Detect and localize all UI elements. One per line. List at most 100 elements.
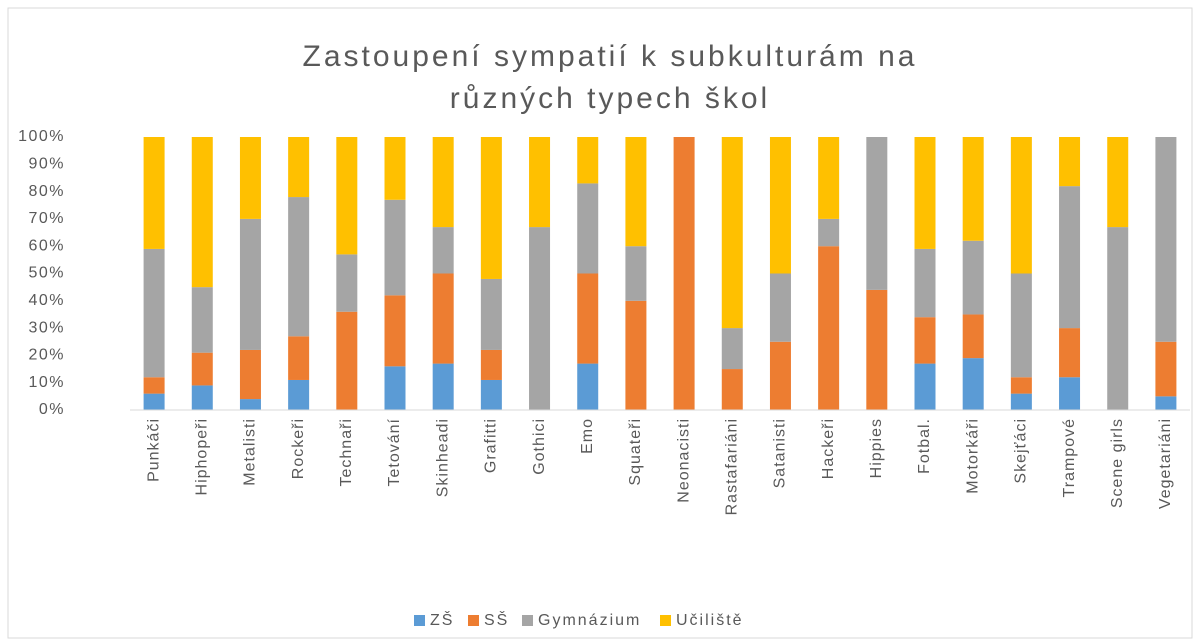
bar-segment (1155, 137, 1177, 342)
bar-segment (432, 227, 454, 274)
bar-segment (721, 328, 743, 370)
bar-segment (914, 137, 936, 249)
bar-segment (1155, 341, 1177, 397)
x-tick-label: Neonacisti (675, 418, 692, 503)
x-tick-label: Hippies (868, 418, 885, 478)
legend-label: Gymnázium (538, 612, 641, 629)
x-tick-label: Grafitti (483, 418, 500, 473)
legend-swatch (522, 615, 533, 626)
bar-segment (769, 341, 791, 410)
bar-segment (432, 363, 454, 410)
chart-title: Zastoupení sympatií k subkulturám na (303, 40, 918, 73)
y-tick-label: 30% (28, 319, 65, 336)
y-tick-label: 10% (28, 374, 65, 391)
bar-segment (962, 314, 984, 359)
x-tick-label: Punkáči (145, 418, 162, 482)
bar-segment (1059, 377, 1081, 410)
bar-segment (625, 137, 647, 247)
x-tick-label: Skejťáci (1013, 418, 1030, 484)
x-tick-label: Motorkáři (964, 418, 981, 494)
bar-segment (818, 218, 840, 247)
bar-segment (866, 289, 888, 410)
bar-segment (288, 379, 310, 410)
bar-segment (143, 393, 165, 410)
x-tick-label: Trampové (1061, 418, 1078, 497)
y-tick-label: 40% (28, 292, 65, 309)
bar-segment (239, 349, 261, 400)
bar-segment (1010, 393, 1032, 410)
bar-segment (239, 218, 261, 350)
bar-segment (577, 273, 599, 364)
x-tick-label: Rastafariáni (723, 418, 740, 515)
y-tick-label: 90% (28, 156, 65, 173)
bar-segment (288, 336, 310, 380)
legend-label: ZŠ (430, 610, 454, 629)
bar-segment (239, 137, 261, 219)
bar-segment (384, 199, 406, 296)
bar-segment (673, 137, 695, 410)
y-tick-label: 80% (28, 183, 65, 200)
y-tick-label: 20% (28, 347, 65, 364)
bar-segment (143, 248, 165, 378)
y-tick-label: 100% (18, 128, 65, 145)
x-tick-label: Vegetariáni (1157, 418, 1174, 509)
bar-segment (962, 240, 984, 315)
bar-segment (721, 369, 743, 410)
bar-segment (1059, 186, 1081, 329)
bar-segment (577, 183, 599, 274)
bar-segment (480, 137, 502, 279)
bar-segment (1010, 137, 1032, 274)
bar-segment (914, 248, 936, 318)
bar-segment (239, 399, 261, 410)
bar-segment (336, 137, 358, 255)
legend-swatch (414, 615, 425, 626)
bar-segment (288, 137, 310, 198)
bar-segment (625, 300, 647, 410)
bar-segment (818, 137, 840, 219)
y-tick-label: 0% (39, 401, 65, 418)
y-tick-label: 50% (28, 265, 65, 282)
x-tick-label: Hiphopeři (193, 418, 210, 495)
bar-segment (529, 227, 551, 410)
bar-segment (384, 295, 406, 367)
bar-segment (1059, 137, 1081, 187)
bar-segment (769, 273, 791, 342)
x-tick-label: Tetování (386, 418, 403, 486)
legend-swatch (660, 615, 671, 626)
x-tick-label: Squateři (627, 418, 644, 486)
bar-segment (336, 311, 358, 410)
bar-segment (625, 246, 647, 301)
x-tick-label: Scene girls (1109, 418, 1126, 508)
x-tick-label: Rockeři (290, 418, 307, 479)
bar-segment (529, 137, 551, 228)
x-tick-label: Gothici (531, 418, 548, 475)
bar-segment (432, 137, 454, 228)
bar-segment (721, 137, 743, 329)
bar-segment (962, 358, 984, 410)
bar-segment (384, 137, 406, 200)
y-tick-label: 70% (28, 210, 65, 227)
bar-segment (191, 137, 213, 288)
bar-segment (432, 273, 454, 364)
bar-segment (818, 246, 840, 410)
y-tick-label: 60% (28, 237, 65, 254)
bar-segment (1010, 273, 1032, 378)
x-tick-label: Skinheadi (434, 418, 451, 497)
bar-segment (866, 137, 888, 290)
bar-segment (480, 278, 502, 350)
bar-segment (769, 137, 791, 274)
bar-segment (480, 349, 502, 380)
x-tick-label: Emo (579, 418, 596, 454)
bar-segment (288, 197, 310, 337)
bar-segment (577, 137, 599, 184)
bar-segment (143, 137, 165, 249)
legend-label: SŠ (484, 610, 509, 629)
bar-segment (336, 254, 358, 312)
bar-segment (191, 352, 213, 386)
bar-segment (962, 137, 984, 241)
bar-segment (384, 366, 406, 410)
bar-segment (1059, 328, 1081, 378)
legend-label: Učiliště (676, 612, 744, 629)
x-tick-label: Hackeři (820, 418, 837, 479)
